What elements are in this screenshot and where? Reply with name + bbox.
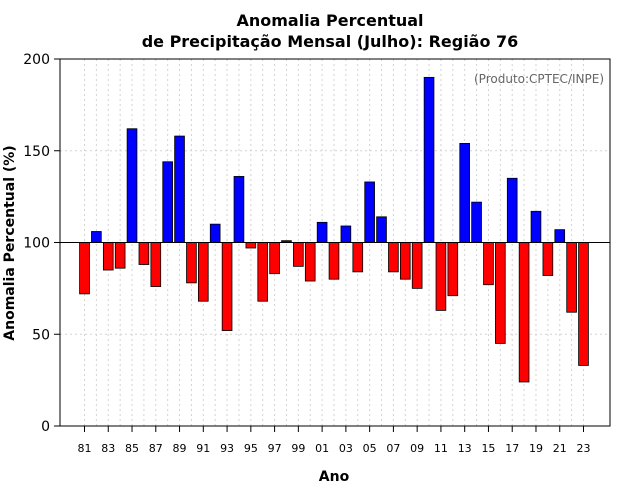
- bar-99: [293, 242, 304, 267]
- bar-87: [150, 242, 162, 287]
- bar-17: [506, 177, 518, 243]
- x-tick-label: 91: [196, 442, 210, 455]
- x-tick-label: 99: [291, 442, 305, 455]
- bar-01: [316, 221, 328, 243]
- bar-86: [138, 242, 150, 265]
- bar-16: [495, 242, 506, 344]
- bar-84: [114, 242, 126, 269]
- chart-title-line1: Anomalia Percentual: [236, 11, 423, 30]
- bar-97: [269, 242, 280, 275]
- x-tick-label: 09: [410, 442, 424, 455]
- bar-82: [91, 231, 102, 243]
- bar-04: [352, 242, 364, 273]
- chart-title-line2: de Precipitação Mensal (Julho): Região 7…: [142, 32, 519, 51]
- x-tick-label: 85: [125, 442, 139, 455]
- bar-94: [233, 176, 245, 243]
- bar-07: [388, 242, 399, 273]
- bar-90: [186, 242, 197, 284]
- x-tick-label: 15: [481, 442, 495, 455]
- y-tick-label: 50: [32, 327, 50, 343]
- x-tick-label: 05: [363, 442, 377, 455]
- x-tick-label: 19: [529, 442, 543, 455]
- y-tick-label: 0: [41, 419, 50, 435]
- bar-95: [245, 242, 257, 249]
- bar-96: [257, 242, 269, 302]
- credit-label: (Produto:CPTEC/INPE): [474, 72, 604, 86]
- bar-02: [328, 242, 340, 280]
- bar-88: [162, 161, 173, 243]
- bar-13: [459, 143, 470, 243]
- y-tick-label: 200: [23, 52, 50, 68]
- bar-08: [399, 242, 411, 280]
- x-tick-label: 03: [339, 442, 353, 455]
- bar-18: [518, 242, 530, 383]
- y-axis: 0 50 100 150 200: [23, 52, 60, 435]
- bar-00: [304, 242, 316, 282]
- bar-12: [447, 242, 459, 297]
- bar-20: [542, 242, 554, 276]
- bar-92: [209, 223, 221, 243]
- bar-05: [364, 181, 375, 243]
- bar-22: [566, 242, 577, 313]
- bar-06: [376, 216, 387, 243]
- grid: [60, 59, 610, 426]
- x-tick-label: 97: [268, 442, 282, 455]
- x-tick-label: 07: [386, 442, 400, 455]
- y-tick-label: 100: [23, 236, 50, 252]
- bar-89: [174, 135, 185, 243]
- x-tick-label: 17: [505, 442, 519, 455]
- x-tick-label: 89: [173, 442, 187, 455]
- bar-23: [578, 242, 589, 366]
- bar-81: [79, 242, 90, 295]
- bar-85: [126, 128, 138, 243]
- bar-83: [102, 242, 114, 271]
- bar-09: [411, 242, 423, 289]
- bar-10: [423, 76, 435, 243]
- x-tick-label: 81: [78, 442, 92, 455]
- x-tick-label: 83: [101, 442, 115, 455]
- x-tick-label: 21: [553, 442, 567, 455]
- bar-93: [221, 242, 233, 331]
- bar-03: [340, 225, 352, 243]
- x-tick-label: 01: [315, 442, 329, 455]
- x-tick-label: 11: [434, 442, 448, 455]
- bar-11: [435, 242, 447, 311]
- x-axis: 81 83 85 87 89 91 93 95 97 99 01 03 05 07 09 11 13 15 17 19…: [78, 426, 591, 455]
- bar-19: [530, 210, 542, 243]
- y-tick-label: 150: [23, 144, 50, 160]
- x-tick-label: 23: [577, 442, 591, 455]
- x-axis-title: Ano: [319, 469, 350, 485]
- x-tick-label: 93: [220, 442, 234, 455]
- x-tick-label: 87: [149, 442, 163, 455]
- bar-91: [198, 242, 209, 302]
- x-tick-label: 13: [458, 442, 472, 455]
- bar-21: [554, 229, 566, 243]
- bar-15: [483, 242, 494, 286]
- y-axis-title: Anomalia Percentual (%): [2, 145, 18, 340]
- x-tick-label: 95: [244, 442, 258, 455]
- bar-14: [471, 201, 482, 243]
